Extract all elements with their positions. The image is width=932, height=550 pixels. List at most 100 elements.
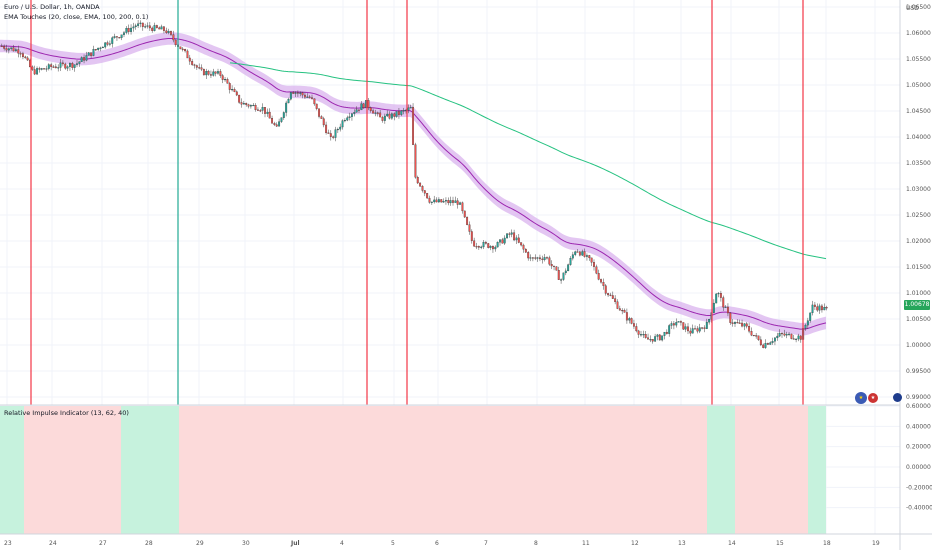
candle-body [771, 341, 774, 343]
candle-body [90, 52, 93, 56]
us-flag-icon[interactable]: ★ [867, 392, 879, 404]
candle-body [254, 104, 257, 110]
candle-body [534, 257, 537, 259]
candle-body [736, 322, 739, 324]
candle-body [682, 322, 685, 330]
candle-body [162, 26, 165, 31]
time-axis-label: 7 [484, 540, 488, 547]
price-axis-label: 1.03500 [906, 160, 931, 167]
sub-panel-title[interactable]: Relative Impulse Indicator (13, 62, 40) [4, 409, 129, 417]
candle-body [280, 117, 283, 122]
time-axis[interactable]: 23 24 27 28 29 30 Jul 4 5 6 7 8 11 12 13 14 15 18 19 [4, 540, 880, 547]
time-axis-label: 8 [534, 540, 538, 547]
candle-body [428, 197, 431, 203]
candle-body [447, 200, 450, 204]
candle-body [546, 257, 548, 259]
candle-body [179, 46, 182, 50]
candle-body [524, 249, 527, 253]
candle-body [195, 65, 198, 68]
candle-body [76, 63, 78, 65]
current-price-badge: 1.00678 [904, 300, 930, 310]
candle-body [296, 92, 299, 94]
candle-body [487, 243, 490, 248]
price-axis-label: 1.00000 [906, 342, 931, 349]
candle-body [167, 31, 170, 33]
candle-body [329, 133, 332, 137]
price-axis-label: 1.02000 [906, 238, 931, 245]
candle-body [426, 193, 429, 199]
candle-body [452, 200, 454, 203]
candle-body [494, 246, 497, 250]
price-axis-label: 1.01000 [906, 290, 931, 297]
candle-body [506, 233, 509, 239]
event-dot-icon[interactable] [893, 393, 902, 402]
candle-body [160, 26, 163, 30]
impulse-background [0, 406, 826, 534]
candle-body [637, 330, 640, 335]
candle-body [522, 244, 525, 250]
candle-body [708, 319, 711, 323]
candle-body [595, 266, 598, 274]
candle-body [752, 334, 755, 337]
candle-body [360, 103, 363, 111]
symbol-title[interactable]: Euro / U.S. Dollar, 1h, OANDA [4, 3, 100, 11]
candle-body [92, 49, 95, 56]
eu-flag-icon[interactable]: ★ [855, 392, 867, 404]
candle-body [762, 344, 765, 348]
time-axis-label: 18 [823, 540, 831, 547]
candle-body [414, 144, 417, 178]
candle-body [799, 335, 802, 340]
candle-body [36, 68, 39, 75]
candle-body [529, 257, 532, 259]
candle-body [517, 237, 520, 243]
candle-body [567, 264, 570, 272]
indicator-title[interactable]: EMA Touches (20, close, EMA, 100, 200, 0… [4, 13, 149, 21]
candle-body [369, 107, 372, 111]
sub-axis-label: 0.60000 [906, 403, 931, 410]
candle-body [275, 124, 278, 127]
candle-body [334, 129, 337, 138]
candle-body [332, 136, 335, 138]
candle-body [531, 257, 534, 259]
sub-axis-label: 0.00000 [906, 464, 931, 471]
candle-body [569, 258, 572, 265]
candle-body [473, 240, 476, 247]
candle-body [510, 232, 513, 235]
candle-body [454, 200, 457, 203]
candle-body [355, 109, 358, 113]
candle-body [238, 94, 241, 103]
time-axis-label: 15 [776, 540, 784, 547]
sub-axis[interactable]: 0.60000 0.40000 0.20000 0.00000 -0.20000 -0.4… [906, 403, 932, 512]
candle-body [362, 103, 365, 108]
candle-body [588, 255, 591, 259]
candle-body [54, 66, 57, 69]
candle-body [261, 107, 264, 111]
candle-body [433, 199, 436, 203]
candle-body [536, 257, 539, 259]
candle-body [24, 56, 27, 59]
price-axis-label: 1.04500 [906, 108, 931, 115]
candle-body [40, 68, 43, 70]
candle-body [205, 71, 208, 76]
candle-body [7, 48, 10, 51]
ema-band [0, 32, 826, 336]
candle-body [209, 74, 212, 76]
candle-body [245, 103, 248, 105]
candle-body [482, 242, 485, 248]
candle-body [759, 339, 762, 346]
candle-body [609, 294, 612, 296]
candle-body [292, 92, 295, 94]
candle-body [825, 307, 828, 309]
candle-body [651, 339, 654, 342]
candle-body [33, 69, 36, 75]
sub-axis-label: -0.20000 [906, 484, 932, 491]
candle-body [602, 282, 605, 286]
candle-body [325, 124, 328, 133]
candle-body [513, 232, 516, 241]
candle-body [701, 327, 704, 329]
price-axis[interactable]: 1.06500 1.06000 1.05500 1.05000 1.04500 1.040… [906, 4, 931, 401]
candle-body [59, 62, 62, 68]
candle-body [101, 46, 104, 49]
candle-body [797, 335, 800, 340]
